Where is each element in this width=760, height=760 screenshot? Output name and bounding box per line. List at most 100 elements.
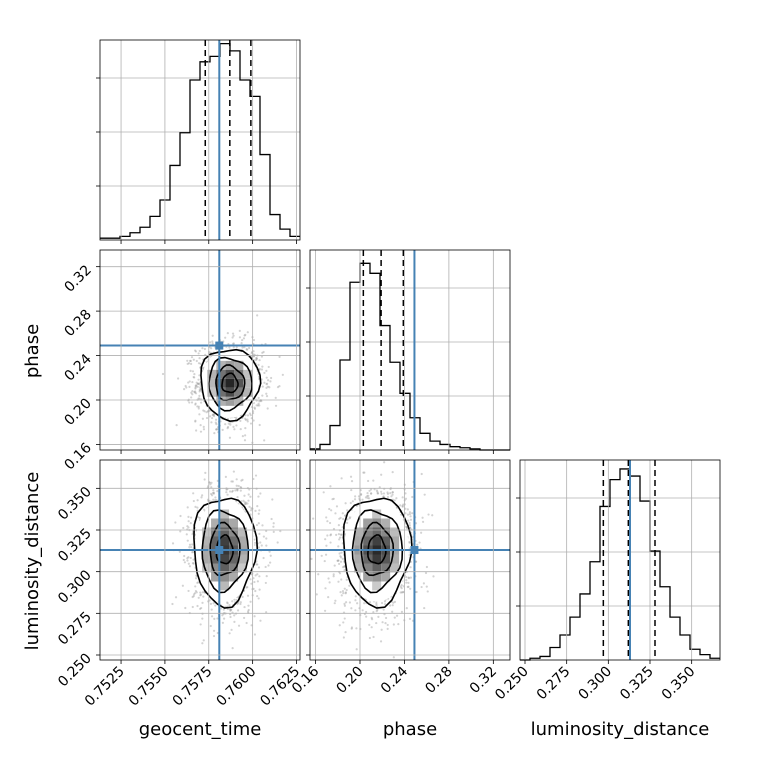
density-cell bbox=[381, 536, 391, 546]
sample-point bbox=[264, 581, 267, 585]
sample-point bbox=[265, 382, 269, 385]
sample-point bbox=[225, 491, 228, 494]
sample-point bbox=[408, 524, 411, 527]
sample-point bbox=[253, 407, 257, 410]
sample-point bbox=[256, 580, 259, 583]
sample-point bbox=[330, 509, 333, 512]
sample-point bbox=[187, 515, 190, 519]
sample-point bbox=[278, 355, 281, 358]
sample-point bbox=[393, 616, 396, 619]
sample-point bbox=[265, 544, 268, 547]
density-cell bbox=[211, 527, 221, 537]
sample-point bbox=[382, 495, 385, 498]
sample-point bbox=[194, 402, 197, 405]
sample-point bbox=[232, 342, 235, 345]
sample-point bbox=[344, 630, 347, 634]
sample-point bbox=[331, 498, 334, 501]
sample-point bbox=[212, 415, 216, 418]
sample-point bbox=[408, 521, 411, 525]
sample-point bbox=[399, 585, 402, 588]
sample-point bbox=[222, 608, 225, 611]
sample-point bbox=[200, 606, 203, 610]
sample-point bbox=[409, 587, 412, 590]
sample-point bbox=[341, 589, 345, 593]
sample-point bbox=[245, 621, 248, 625]
sample-point bbox=[196, 604, 199, 608]
sample-point bbox=[343, 568, 346, 572]
sample-point bbox=[258, 359, 261, 362]
density-cell bbox=[220, 509, 230, 519]
sample-point bbox=[261, 394, 264, 397]
sample-point bbox=[432, 575, 435, 578]
sample-point bbox=[226, 493, 229, 496]
sample-point bbox=[254, 509, 257, 512]
sample-point bbox=[194, 505, 197, 508]
sample-point bbox=[346, 521, 349, 524]
hist-geocent-time bbox=[100, 40, 300, 240]
sample-point bbox=[197, 516, 200, 519]
sample-point bbox=[390, 495, 393, 498]
sample-point bbox=[192, 550, 195, 554]
y-tick-label: 0.32 bbox=[61, 262, 94, 295]
sample-point bbox=[228, 608, 232, 611]
sample-point bbox=[257, 546, 260, 549]
sample-point bbox=[337, 532, 341, 536]
hist-geocent-time-xticks bbox=[120, 240, 297, 244]
sample-point bbox=[427, 513, 430, 516]
sample-point bbox=[404, 512, 407, 515]
density-cell bbox=[234, 387, 244, 397]
sample-point bbox=[222, 617, 226, 620]
sample-point bbox=[209, 347, 213, 350]
sample-point bbox=[253, 406, 256, 409]
density-cell bbox=[372, 563, 382, 573]
sample-point bbox=[255, 563, 258, 566]
hist-luminosity-distance-histticks bbox=[516, 497, 520, 607]
sample-point bbox=[194, 390, 197, 393]
sample-point bbox=[203, 410, 206, 413]
sample-point bbox=[253, 615, 256, 618]
sample-point bbox=[196, 506, 199, 509]
joint-geocent-time-vs-phase-content bbox=[100, 250, 300, 450]
sample-point bbox=[425, 565, 429, 569]
sample-point bbox=[191, 595, 194, 599]
sample-point bbox=[256, 505, 259, 508]
sample-point bbox=[194, 589, 197, 593]
sample-point bbox=[212, 634, 216, 638]
sample-point bbox=[194, 420, 197, 423]
sample-point bbox=[210, 492, 213, 496]
sample-point bbox=[334, 599, 337, 602]
sample-point bbox=[391, 493, 394, 496]
sample-point bbox=[366, 479, 370, 483]
sample-point bbox=[188, 380, 191, 383]
sample-point bbox=[238, 329, 241, 332]
sample-point bbox=[329, 533, 333, 536]
sample-point bbox=[221, 428, 224, 431]
density-cell bbox=[238, 527, 248, 537]
sample-point bbox=[329, 485, 332, 488]
sample-point bbox=[232, 425, 235, 428]
density-cell bbox=[234, 360, 244, 370]
sample-point bbox=[257, 396, 260, 400]
sample-point bbox=[231, 490, 234, 493]
sample-point bbox=[237, 484, 240, 488]
truth-marker bbox=[410, 546, 419, 554]
sample-point bbox=[395, 614, 399, 617]
sample-point bbox=[342, 517, 345, 521]
sample-point bbox=[197, 382, 200, 385]
sample-point bbox=[256, 314, 259, 317]
sample-point bbox=[193, 376, 196, 379]
sample-point bbox=[348, 516, 352, 519]
sample-point bbox=[198, 382, 201, 386]
sample-point bbox=[189, 522, 192, 525]
sample-point bbox=[348, 517, 351, 520]
sample-point bbox=[338, 536, 342, 539]
hist-phase-frame bbox=[309, 249, 511, 451]
sample-point bbox=[235, 500, 238, 503]
sample-point bbox=[263, 371, 266, 375]
sample-point bbox=[233, 614, 236, 617]
sample-point bbox=[268, 386, 271, 389]
sample-point bbox=[361, 498, 364, 501]
sample-point bbox=[187, 520, 190, 523]
sample-point bbox=[317, 573, 320, 576]
sample-point bbox=[244, 417, 247, 420]
